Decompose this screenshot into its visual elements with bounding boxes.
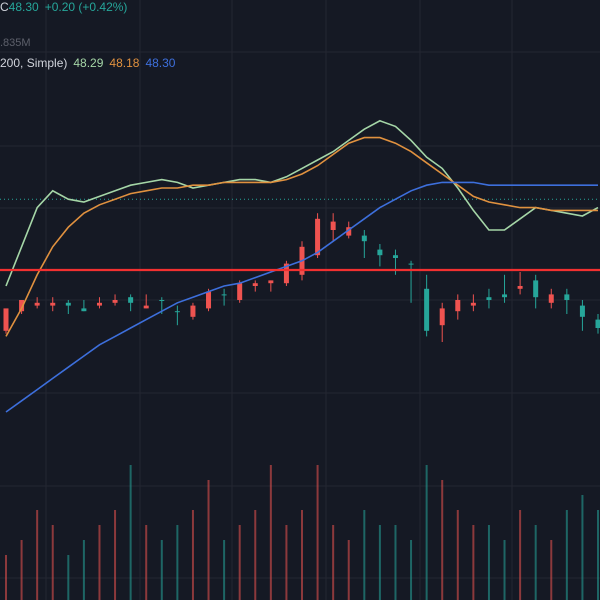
ma3-value: 48.30 <box>145 56 176 70</box>
volume-bar <box>597 510 599 600</box>
candle-body <box>455 300 461 312</box>
candle-body <box>174 311 180 313</box>
volume-bar <box>5 555 7 600</box>
candle-body <box>315 218 321 256</box>
ma-line-3 <box>5 181 598 413</box>
candle-body <box>470 302 476 306</box>
close-value: 48.30 <box>8 0 39 14</box>
candle-body <box>377 249 383 256</box>
candle-body <box>517 286 523 289</box>
candle-body <box>595 319 600 328</box>
volume-bar <box>67 555 70 600</box>
candle-body <box>3 308 9 331</box>
candle-body <box>330 221 336 230</box>
volume-bar <box>316 465 319 600</box>
volume-bar <box>410 540 413 600</box>
ma-legend[interactable]: 200, Simple) 48.29 48.18 48.30 <box>0 56 175 70</box>
volume-bar <box>160 540 163 600</box>
volume-bar <box>581 495 584 600</box>
volume-bar <box>82 540 85 600</box>
candle-body <box>112 300 118 303</box>
volume-value: .835M <box>0 37 31 49</box>
ma1-value: 48.29 <box>73 56 104 70</box>
volume-bar <box>503 540 506 600</box>
candle-body <box>65 302 71 306</box>
volume-bar <box>36 510 39 600</box>
candle-body <box>548 294 554 303</box>
volume-bar <box>238 525 241 600</box>
volume-bar <box>332 525 335 600</box>
volume-bar <box>145 525 148 600</box>
volume-bar <box>176 525 179 600</box>
volume-bar <box>347 540 350 600</box>
volume-bar <box>20 540 23 600</box>
candle-body <box>424 288 430 331</box>
candle-body <box>564 294 570 300</box>
candle-body <box>143 305 149 309</box>
candle-body <box>190 305 196 317</box>
candle-body <box>346 227 352 236</box>
close-prefix: C <box>0 0 9 14</box>
candle-body <box>237 283 243 300</box>
candle-body <box>268 280 274 284</box>
candle-body <box>81 308 87 312</box>
volume-bar <box>301 510 303 600</box>
ma-line-2 <box>5 136 598 337</box>
candle-body <box>96 302 102 306</box>
volume-bar <box>441 480 444 600</box>
candle-body <box>19 300 25 312</box>
candle-body <box>283 263 289 284</box>
volume-bar <box>363 510 366 600</box>
volume-bar <box>114 510 117 600</box>
volume-bar <box>487 525 490 600</box>
volume-bar <box>534 525 537 600</box>
candle-body <box>533 280 539 298</box>
candle-body <box>361 235 367 242</box>
candle-body <box>392 255 398 258</box>
ohlc-legend: C48.30 +0.20 (+0.42%) <box>0 0 127 14</box>
candle-body <box>439 308 445 326</box>
candle-body <box>579 305 585 317</box>
price-change: +0.20 (+0.42%) <box>44 0 128 14</box>
ma2-value: 48.18 <box>109 56 140 70</box>
volume-legend: .835M <box>0 37 31 49</box>
candle-body <box>408 263 414 265</box>
candle-body <box>502 294 508 298</box>
volume-bar <box>565 510 568 600</box>
ma-line-1 <box>5 119 599 287</box>
volume-bar <box>519 510 522 600</box>
candle-body <box>486 297 492 300</box>
volume-bar <box>425 465 428 600</box>
volume-bar <box>254 510 257 600</box>
volume-bar <box>378 525 381 600</box>
volume-bar <box>223 540 226 600</box>
candle-body <box>128 297 134 303</box>
volume-bar <box>550 540 553 600</box>
candle-body <box>50 302 56 306</box>
candle-body <box>159 300 165 301</box>
volume-bar <box>207 480 210 600</box>
volume-bar <box>129 465 132 600</box>
volume-bar <box>98 525 101 600</box>
candle-body <box>221 294 227 296</box>
volume-bar <box>51 525 54 600</box>
volume-bar <box>472 525 475 600</box>
volume-bar <box>456 510 459 600</box>
candle-body <box>252 283 258 286</box>
candle-body <box>34 302 40 306</box>
candle-body <box>206 291 212 309</box>
volume-bar <box>285 525 288 600</box>
volume-bar <box>269 465 272 600</box>
volume-bar <box>394 525 397 600</box>
ma-label: 200, Simple) <box>0 56 68 70</box>
volume-bar <box>191 510 194 600</box>
